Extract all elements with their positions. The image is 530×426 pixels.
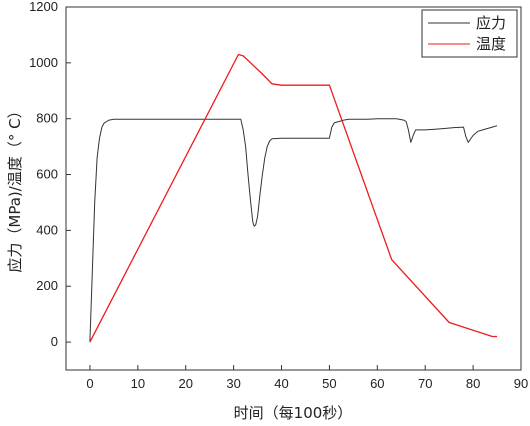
x-tick-label: 40 — [274, 376, 288, 391]
legend-box — [421, 9, 518, 58]
y-tick-label: 200 — [36, 278, 58, 293]
x-tick-label: 20 — [179, 376, 193, 391]
x-axis-title: 时间（每100秒） — [234, 404, 353, 422]
y-axis-title: 应力（MPa)/温度（° C） — [6, 103, 24, 272]
x-tick-label: 90 — [514, 376, 528, 391]
legend-label-stress: 应力 — [476, 14, 506, 32]
legend-label-temperature: 温度 — [476, 35, 506, 53]
x-tick-label: 70 — [418, 376, 432, 391]
x-tick-label: 80 — [466, 376, 480, 391]
x-tick-label: 30 — [226, 376, 240, 391]
plot-frame — [65, 6, 522, 371]
x-axis-ticks: 0 10 20 30 40 50 60 70 80 90 — [86, 365, 528, 391]
series-line-stress — [89, 118, 498, 343]
series-layer — [89, 53, 498, 343]
y-tick-label: 400 — [36, 222, 58, 237]
y-axis-ticks: 0 200 400 600 800 1000 1200 — [29, 0, 71, 349]
x-tick-label: 50 — [322, 376, 336, 391]
series-line-temperature — [89, 53, 498, 343]
x-tick-label: 10 — [131, 376, 145, 391]
x-tick-label: 0 — [86, 376, 93, 391]
y-tick-label: 800 — [36, 111, 58, 126]
y-tick-label: 1000 — [29, 55, 58, 70]
y-tick-label: 1200 — [29, 0, 58, 14]
legend: 应力 温度 — [421, 9, 518, 58]
y-tick-label: 0 — [51, 334, 58, 349]
x-tick-label: 60 — [370, 376, 384, 391]
y-tick-label: 600 — [36, 167, 58, 182]
